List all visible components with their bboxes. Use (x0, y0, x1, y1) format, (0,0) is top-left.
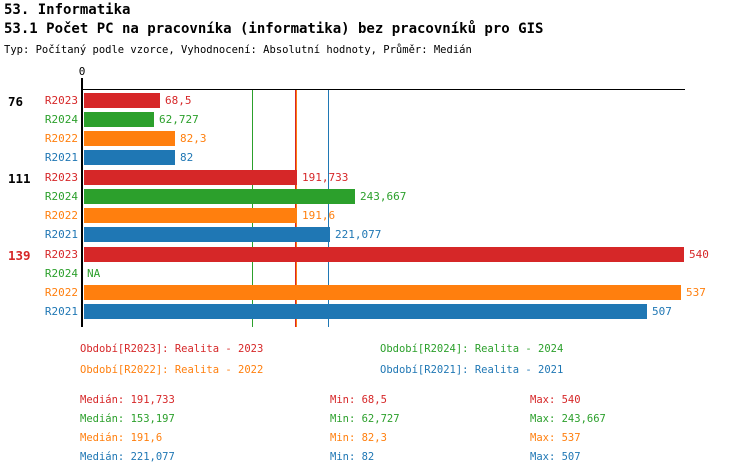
chart-stats: Medián: 191,733 Min: 68,5 Max: 540 Medián: … (0, 385, 750, 476)
bar-value-label: 537 (686, 286, 706, 299)
group-id-label: 111 (8, 171, 31, 186)
stat-max: Max: 507 (530, 451, 581, 463)
stat-min: Min: 82,3 (330, 432, 387, 444)
bar-value-label: 221,077 (335, 228, 382, 241)
bar-value-label: 243,667 (360, 190, 407, 203)
series-row-label: R2022 (44, 286, 78, 299)
bar-r2024 (84, 189, 355, 204)
y-axis-line (81, 78, 83, 327)
bar-value-label: 540 (689, 248, 709, 261)
bar-value-label: 82 (180, 151, 194, 164)
series-row-label: R2021 (44, 228, 78, 241)
chart-subtitle: Typ: Počítaný podle vzorce, Vyhodnocení:… (4, 44, 472, 56)
stat-min: Min: 62,727 (330, 413, 400, 425)
series-row-label: R2023 (44, 94, 78, 107)
bar-value-label: 191,733 (302, 171, 349, 184)
bar-r2021 (84, 150, 175, 165)
section-title: 53. Informatika (4, 2, 131, 18)
bar-na-label: NA (87, 267, 101, 280)
series-row-label: R2023 (44, 171, 78, 184)
bar-value-label: 82,3 (180, 132, 207, 145)
stat-median: Medián: 191,733 (80, 394, 175, 406)
group-id-label: 139 (8, 248, 31, 263)
x-axis-line (82, 89, 685, 90)
stat-median: Medián: 191,6 (80, 432, 163, 444)
bar-r2022 (84, 208, 297, 223)
bar-value-label: 191,6 (302, 209, 336, 222)
series-row-label: R2022 (44, 209, 78, 222)
bar-value-label: 507 (652, 305, 672, 318)
series-row-label: R2021 (44, 305, 78, 318)
bar-r2021 (84, 304, 647, 319)
bar-r2021 (84, 227, 330, 242)
stat-min: Min: 82 (330, 451, 375, 463)
bar-r2023 (84, 247, 684, 262)
series-row-label: R2024 (44, 190, 78, 203)
bar-r2022 (84, 285, 681, 300)
chart-legend: Období[R2023]: Realita - 2023 Období[R202… (0, 330, 750, 385)
bar-r2023 (84, 93, 160, 108)
bar-value-label: 62,727 (159, 113, 199, 126)
bar-chart: 0 76 R2023 68,5 R2024 62,727 R2022 82,3 R2021 82 1… (8, 65, 709, 327)
bar-value-label: 68,5 (165, 94, 192, 107)
bar-r2024 (84, 112, 154, 127)
legend-item-r2023: Období[R2023]: Realita - 2023 (80, 343, 264, 355)
stat-median: Medián: 153,197 (80, 413, 175, 425)
series-row-label: R2022 (44, 132, 78, 145)
series-row-label: R2023 (44, 248, 78, 261)
legend-item-r2024: Období[R2024]: Realita - 2024 (380, 343, 564, 355)
group-id-label: 76 (8, 94, 24, 109)
stat-max: Max: 243,667 (530, 413, 606, 425)
bar-r2023 (84, 170, 297, 185)
series-row-label: R2024 (44, 267, 78, 280)
stat-max: Max: 540 (530, 394, 581, 406)
series-row-label: R2024 (44, 113, 78, 126)
stat-median: Medián: 221,077 (80, 451, 175, 463)
stat-max: Max: 537 (530, 432, 581, 444)
stat-min: Min: 68,5 (330, 394, 387, 406)
median-line-r2021 (328, 90, 329, 327)
legend-item-r2021: Období[R2021]: Realita - 2021 (380, 364, 564, 376)
legend-item-r2022: Období[R2022]: Realita - 2022 (80, 364, 264, 376)
x-axis-origin-label: 0 (78, 65, 86, 78)
chart-title: 53.1 Počet PC na pracovníka (informatika… (4, 21, 544, 37)
series-row-label: R2021 (44, 151, 78, 164)
bar-r2022 (84, 131, 175, 146)
